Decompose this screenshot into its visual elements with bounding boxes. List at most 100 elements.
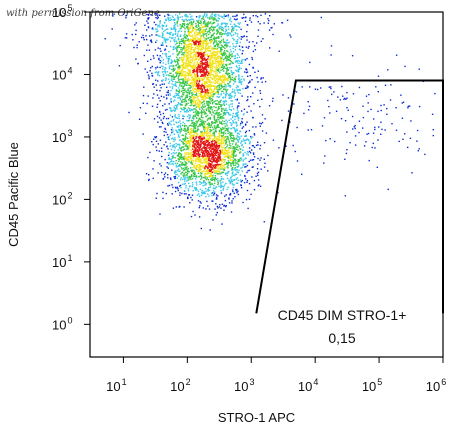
event-dot — [216, 42, 218, 44]
event-dot — [142, 34, 144, 37]
event-dot — [219, 153, 221, 155]
event-dot — [215, 171, 218, 173]
event-dot — [170, 79, 173, 81]
event-dot — [217, 178, 219, 180]
event-dot — [213, 85, 216, 87]
event-dot — [236, 42, 239, 44]
event-dot — [174, 157, 176, 159]
event-dot — [237, 54, 239, 56]
event-dot — [188, 19, 190, 21]
event-dot — [191, 130, 193, 132]
event-dot — [178, 144, 181, 146]
event-dot — [214, 187, 216, 190]
event-dot — [199, 38, 202, 40]
event-dot — [220, 185, 223, 187]
event-dot — [223, 81, 225, 83]
event-dot — [247, 169, 249, 172]
event-dot — [255, 175, 257, 177]
event-dot — [159, 48, 161, 50]
event-dot — [224, 136, 226, 138]
event-dot — [192, 98, 194, 101]
event-dot — [220, 44, 222, 46]
event-dot — [165, 77, 167, 79]
event-dot — [214, 45, 216, 48]
event-dot — [187, 44, 189, 46]
event-dot — [226, 56, 229, 58]
event-dot — [204, 128, 207, 130]
event-dot — [177, 45, 180, 48]
event-dot — [210, 106, 212, 108]
event-dot — [192, 56, 194, 59]
event-dot — [195, 30, 197, 32]
event-dot — [230, 147, 232, 149]
event-dot — [232, 162, 234, 164]
event-dot — [238, 71, 240, 73]
event-dot — [199, 56, 201, 58]
event-dot — [210, 94, 212, 96]
event-dot — [197, 154, 199, 157]
event-dot — [177, 33, 179, 35]
event-dot — [229, 80, 231, 82]
event-dot — [245, 87, 247, 89]
event-dot — [219, 156, 221, 158]
event-dot — [197, 48, 199, 50]
event-dot — [208, 30, 210, 33]
event-dot — [245, 166, 247, 168]
event-dot — [173, 123, 175, 126]
event-dot — [179, 104, 181, 106]
event-dot — [232, 157, 234, 159]
event-dot — [209, 137, 211, 139]
event-dot — [208, 170, 211, 172]
event-dot — [174, 83, 177, 85]
event-dot — [238, 78, 240, 80]
event-dot — [216, 43, 218, 46]
event-dot — [189, 153, 192, 155]
event-dot — [197, 129, 199, 131]
event-dot — [188, 161, 190, 163]
event-dot — [212, 61, 214, 63]
event-dot — [229, 132, 232, 134]
event-dot — [235, 32, 237, 35]
event-dot — [212, 38, 215, 40]
event-dot — [179, 40, 181, 43]
event-dot — [260, 168, 262, 170]
event-dot — [193, 108, 195, 110]
event-dot — [185, 130, 187, 132]
event-dot — [231, 202, 233, 204]
event-dot — [189, 143, 191, 145]
event-dot — [225, 150, 228, 152]
event-dot — [167, 94, 170, 96]
event-dot — [220, 181, 222, 184]
event-dot — [171, 193, 173, 195]
event-dot — [186, 79, 188, 81]
event-dot — [236, 99, 238, 101]
event-dot — [186, 74, 188, 76]
event-dot — [194, 154, 196, 156]
event-dot — [181, 104, 183, 106]
event-dot — [148, 76, 150, 78]
event-dot — [153, 118, 156, 120]
event-dot — [227, 72, 230, 75]
event-dot — [151, 74, 153, 77]
event-dot — [222, 159, 224, 161]
event-dot — [201, 122, 204, 124]
event-dot — [171, 15, 174, 17]
event-dot — [174, 109, 176, 111]
event-dot — [381, 128, 383, 131]
event-dot — [215, 37, 217, 40]
event-dot — [309, 86, 311, 88]
event-dot — [181, 171, 184, 173]
event-dot — [171, 138, 173, 140]
event-dot — [193, 72, 195, 74]
event-dot — [232, 137, 234, 140]
event-dot — [218, 145, 220, 148]
event-dot — [227, 127, 229, 130]
event-dot — [189, 87, 191, 89]
event-dot — [243, 158, 245, 161]
event-dot — [239, 79, 241, 82]
event-dot — [170, 28, 173, 31]
event-dot — [220, 99, 222, 101]
event-dot — [230, 17, 232, 19]
event-dot — [183, 64, 185, 66]
event-dot — [189, 110, 192, 112]
